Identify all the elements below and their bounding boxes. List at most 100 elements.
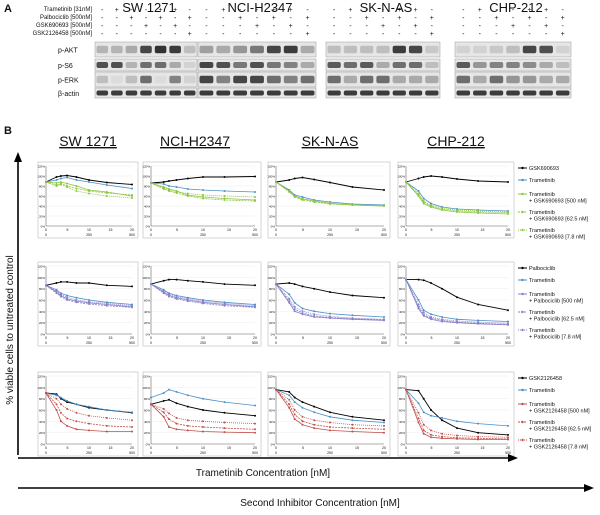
treatment-sign: - (528, 23, 531, 30)
western-band (125, 90, 138, 96)
data-point (422, 432, 425, 435)
treatment-sign: + (430, 15, 434, 22)
data-point (175, 297, 178, 300)
y-tick-label: 80% (269, 185, 275, 189)
treatment-sign: - (290, 31, 293, 38)
x-tick-label-top: 10 (328, 336, 332, 340)
western-band (408, 75, 423, 84)
western-band (216, 75, 231, 84)
data-point (59, 177, 62, 180)
x-tick-label-top: 20 (382, 446, 386, 450)
treatment-sign: - (366, 31, 369, 38)
y-tick-label: 20% (269, 321, 275, 325)
treatment-sign: + (478, 7, 482, 14)
y-tick-label: 80% (144, 185, 150, 189)
y-tick-label: 0% (401, 443, 406, 447)
data-point (186, 177, 189, 180)
data-point (202, 430, 204, 433)
western-band (522, 90, 537, 96)
x-tick-label-top: 10 (455, 446, 459, 450)
series-line (45, 392, 132, 432)
western-band (489, 62, 504, 68)
x-tick-label-top: 0 (45, 228, 47, 232)
data-point (351, 415, 354, 418)
y-tick-label: 0% (401, 225, 406, 229)
treatment-sign: + (348, 7, 352, 14)
treatment-sign: - (333, 31, 336, 38)
data-point (202, 280, 204, 283)
data-point (441, 437, 444, 440)
treatment-sign: - (256, 15, 259, 22)
data-point (55, 409, 58, 411)
treatment-sign: - (545, 15, 548, 22)
plot-frame (397, 371, 515, 457)
data-point (175, 422, 178, 425)
x-tick-label-top: 15 (355, 336, 359, 340)
data-point (417, 299, 420, 301)
x-tick-label-bottom: 250 (454, 341, 460, 345)
x-tick-label-top: 0 (45, 446, 47, 450)
western-band (199, 45, 214, 54)
treatment-sign: + (414, 7, 418, 14)
y-tick-label: 100% (397, 175, 405, 179)
x-tick-label-bottom: 0 (45, 233, 47, 237)
treatment-sign: - (189, 23, 192, 30)
treatment-sign: - (512, 7, 515, 14)
data-point (477, 437, 480, 440)
data-point (430, 204, 432, 206)
cell-line-title-b: NCI-H2347 (160, 133, 230, 149)
treatment-sign: - (382, 7, 385, 14)
western-band (343, 75, 358, 84)
legend-marker (521, 376, 524, 380)
treatment-sign: - (512, 31, 515, 38)
data-point (329, 312, 331, 315)
data-point (75, 428, 78, 431)
y-tick-label: 60% (39, 299, 45, 303)
western-band (456, 75, 471, 84)
data-point (131, 183, 133, 186)
western-band (154, 75, 167, 84)
data-point (477, 431, 480, 434)
x-tick-label-top: 5 (431, 336, 433, 340)
data-point (105, 284, 108, 287)
data-point (507, 181, 509, 183)
y-tick-label: 100% (267, 175, 275, 179)
data-point (105, 424, 108, 427)
treatment-sign: + (397, 7, 401, 14)
treatment-sign: - (366, 7, 369, 14)
data-point (202, 420, 204, 423)
western-band (343, 90, 358, 96)
data-point (75, 179, 78, 181)
y-tick-label: 80% (39, 397, 45, 401)
data-point (105, 409, 108, 411)
data-point (55, 397, 58, 400)
western-band (199, 75, 214, 84)
treatment-sign: - (431, 23, 434, 30)
data-point (313, 200, 316, 202)
data-point (162, 407, 165, 410)
plot-frame (267, 261, 391, 347)
data-point (202, 176, 204, 178)
treatment-sign: - (205, 31, 208, 38)
data-point (422, 397, 425, 400)
treatment-sign: + (289, 23, 293, 30)
data-point (417, 389, 420, 392)
series-line (405, 279, 509, 322)
x-tick-label-top: 0 (150, 228, 152, 232)
treatment-sign: + (289, 7, 293, 14)
data-point (162, 392, 165, 394)
data-point (150, 182, 152, 184)
legend-marker (521, 166, 524, 170)
x-tick-label-top: 5 (302, 446, 304, 450)
western-band (266, 45, 281, 54)
data-point (430, 282, 432, 284)
treatment-sign: - (306, 23, 309, 30)
data-point (168, 295, 170, 298)
data-point (477, 210, 480, 212)
data-point (301, 423, 304, 426)
data-point (55, 403, 58, 406)
data-point (254, 404, 256, 407)
data-point (313, 310, 316, 313)
plot-frame (37, 371, 139, 457)
